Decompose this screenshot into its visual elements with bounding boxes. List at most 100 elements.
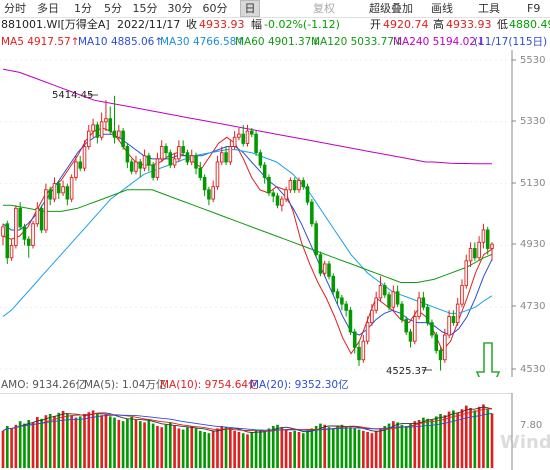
volume-bar [361, 430, 365, 468]
candle [408, 328, 413, 348]
volume-bar [160, 427, 164, 468]
candle-body-up [413, 316, 417, 342]
tab-60min[interactable]: 60分 [202, 2, 228, 15]
candle [31, 220, 35, 249]
candle-body-up [477, 241, 481, 259]
candle-body-up [82, 146, 87, 169]
candle [26, 236, 31, 258]
candle [335, 288, 340, 305]
candle [224, 146, 228, 166]
candle [250, 127, 254, 138]
volume-bar [78, 416, 82, 468]
super-overlay-button[interactable]: 超级叠加 [369, 2, 413, 15]
tab-multi-day[interactable]: 多日 [37, 2, 59, 15]
volume-bar [40, 418, 43, 468]
candle-body-down [451, 316, 456, 324]
volume-bar [250, 432, 254, 468]
amo-ma5: MA(5): 1.04万亿 [84, 379, 167, 391]
tab-5min[interactable]: 5分 [104, 2, 122, 15]
candle [378, 276, 383, 302]
tools-button[interactable]: 工具 [478, 2, 500, 15]
tab-intraday[interactable]: 分时 [4, 2, 26, 15]
volume-bar [147, 420, 151, 468]
candle [322, 260, 327, 277]
volume-bar [469, 408, 472, 468]
candle-body-down [125, 146, 130, 163]
candle [52, 177, 57, 203]
candle-body-down [78, 161, 82, 169]
period-tab-bar: 分时 多日 1分 5分 15分 30分 60分 日 复权 超级叠加 画线 工具 … [0, 0, 550, 18]
candle [87, 124, 91, 150]
candle [314, 220, 318, 258]
candle [357, 341, 361, 366]
candle-body-down [275, 195, 280, 206]
candle-body-down [181, 146, 185, 154]
volume-bar [27, 420, 31, 468]
candle-body-up [215, 161, 220, 188]
candle [301, 177, 306, 190]
candle-body-up [104, 118, 108, 123]
candle-body-up [44, 189, 48, 231]
ma30-line [2, 149, 493, 317]
candle [61, 180, 65, 196]
candle [117, 124, 121, 141]
candle-body-down [421, 297, 426, 308]
volume-bar [91, 410, 95, 468]
candle [219, 146, 224, 166]
candle-body-up [1, 226, 5, 237]
volume-bar [108, 416, 112, 468]
volume-bar [477, 406, 481, 468]
volume-bar [87, 412, 91, 468]
candle-body-down [340, 297, 344, 305]
candle-body-up [284, 189, 288, 200]
tab-1min[interactable]: 1分 [74, 2, 92, 15]
candle-body-up [31, 223, 35, 246]
candle-body-up [378, 285, 383, 299]
volume-bar [100, 415, 103, 468]
tab-15min[interactable]: 15分 [132, 2, 158, 15]
candle [202, 174, 207, 196]
fuquan-button[interactable]: 复权 [313, 2, 335, 15]
candle-body-down [271, 192, 276, 197]
candle [207, 186, 211, 206]
volume-bar [61, 411, 65, 468]
tab-daily[interactable]: 日 [240, 0, 260, 17]
candle [56, 180, 61, 200]
candle-body-down [344, 303, 348, 311]
candle [48, 186, 52, 206]
candle-body-up [228, 146, 233, 163]
candle [121, 127, 125, 150]
volume-bar [387, 423, 391, 468]
candle-body-down [5, 223, 10, 259]
candle-body-down [352, 331, 357, 348]
volume-bar [336, 426, 339, 468]
volume-bar [430, 420, 434, 468]
volume-bar [464, 405, 468, 468]
draw-line-button[interactable]: 画线 [431, 2, 453, 15]
candle-body-down [404, 319, 408, 333]
tab-30min[interactable]: 30分 [167, 2, 193, 15]
candlestick-chart[interactable]: 5530 5330 5130 4930 4730 4530 5414.45 45… [0, 50, 550, 377]
volume-bar [409, 423, 412, 468]
candle [477, 236, 481, 261]
candle [395, 285, 400, 308]
candle-body-up [134, 161, 138, 172]
candle-body-down [194, 155, 198, 169]
candle [490, 242, 494, 261]
volume-chart[interactable]: 7.80 Wind [0, 393, 550, 470]
volume-bar [151, 423, 155, 468]
close-label: 收 [186, 18, 197, 31]
candle-body-up [87, 130, 91, 147]
candle [69, 174, 74, 203]
f9-button[interactable]: F9 [527, 2, 541, 15]
ma60-line [3, 189, 493, 283]
volume-bar [229, 429, 232, 468]
candle-body-down [48, 189, 52, 200]
candle [5, 220, 10, 264]
y-tick-5330: 5330 [520, 116, 545, 127]
candle [194, 152, 198, 175]
candle [215, 155, 220, 190]
candle [288, 177, 293, 193]
low-value: 4880.49 [509, 18, 550, 31]
candle-body-down [202, 176, 207, 191]
